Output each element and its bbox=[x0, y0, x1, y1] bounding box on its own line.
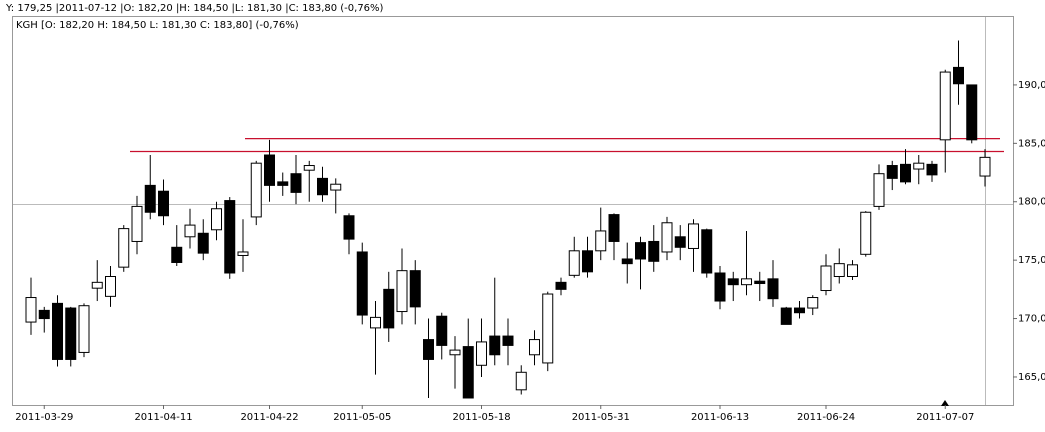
candle-body bbox=[833, 263, 845, 278]
y-tick-label: 190,0 bbox=[1018, 80, 1045, 91]
candle-body bbox=[197, 232, 209, 254]
candle-body bbox=[860, 211, 872, 255]
candle-body bbox=[794, 307, 805, 314]
y-tick-label: 175,0 bbox=[1018, 255, 1045, 266]
candle-body bbox=[886, 165, 898, 179]
candle-body bbox=[476, 341, 487, 366]
candle-body bbox=[701, 229, 713, 274]
candle-body bbox=[224, 200, 236, 274]
candle-body bbox=[237, 251, 249, 256]
candle-body bbox=[542, 293, 554, 364]
candle-body bbox=[953, 66, 964, 85]
candle-body bbox=[462, 346, 474, 399]
info-bar: Y: 179,25 |2011-07-12 |O: 182,20 |H: 184… bbox=[5, 3, 384, 14]
candle-body bbox=[608, 214, 620, 242]
instrument-legend: KGH [O: 182,20 H: 184,50 L: 181,30 C: 18… bbox=[16, 20, 299, 31]
candle-body bbox=[383, 288, 395, 329]
candle-body bbox=[277, 181, 289, 186]
y-tick-label: 185,0 bbox=[1018, 138, 1045, 149]
candle-body bbox=[317, 177, 328, 196]
candle-body bbox=[515, 371, 527, 391]
candle-body bbox=[688, 223, 699, 249]
candle-body bbox=[555, 281, 567, 290]
candle-body bbox=[674, 236, 686, 248]
x-tick-label: 2011-03-29 bbox=[15, 412, 73, 423]
candle-body bbox=[727, 278, 739, 286]
candle-body bbox=[118, 228, 130, 268]
candle-body bbox=[158, 190, 169, 217]
candle-body bbox=[52, 302, 63, 360]
candle-body bbox=[568, 250, 580, 276]
x-tick-label: 2011-04-11 bbox=[134, 412, 192, 423]
candle-body bbox=[966, 84, 978, 141]
candle-body bbox=[767, 278, 779, 300]
candle-body bbox=[250, 162, 262, 218]
candle-body bbox=[65, 307, 77, 360]
y-tick-label: 165,0 bbox=[1018, 372, 1045, 383]
candle-body bbox=[741, 278, 752, 286]
candle-body bbox=[78, 305, 90, 353]
candle-body bbox=[38, 309, 50, 320]
candle-body bbox=[661, 222, 673, 253]
candle-body bbox=[144, 184, 156, 213]
candle-body bbox=[290, 173, 302, 193]
candle-body bbox=[939, 71, 951, 141]
candle-body bbox=[264, 154, 275, 186]
candle-body bbox=[184, 224, 196, 238]
candle-body bbox=[396, 270, 408, 313]
candle-body bbox=[449, 349, 461, 356]
candle-body bbox=[807, 297, 819, 309]
candle-body bbox=[25, 297, 37, 323]
candle-body bbox=[926, 163, 938, 176]
candle-body bbox=[582, 250, 593, 273]
candle-body bbox=[370, 316, 381, 329]
x-tick-label: 2011-07-07 bbox=[916, 412, 974, 423]
candle-body bbox=[754, 280, 766, 285]
x-tick-label: 2011-05-18 bbox=[452, 412, 510, 423]
marker bbox=[941, 400, 949, 406]
candle-body bbox=[873, 173, 885, 207]
candle-body bbox=[820, 265, 832, 292]
candle-body bbox=[436, 315, 448, 346]
plot-frame bbox=[12, 16, 1014, 406]
y-tick-label: 180,0 bbox=[1018, 197, 1045, 208]
candle-body bbox=[635, 242, 646, 260]
candle-body bbox=[595, 230, 607, 252]
candle-body bbox=[621, 258, 633, 265]
candle-body bbox=[979, 156, 991, 177]
candle-body bbox=[211, 208, 222, 231]
candle-body bbox=[900, 163, 911, 183]
candle-body bbox=[171, 246, 183, 263]
candle-body bbox=[303, 165, 315, 171]
x-tick-label: 2011-06-13 bbox=[691, 412, 749, 423]
candle-body bbox=[330, 183, 342, 191]
candle-body bbox=[489, 335, 501, 356]
candle-body bbox=[780, 307, 792, 325]
candle-body bbox=[529, 339, 540, 356]
candle-body bbox=[423, 339, 434, 360]
x-tick-label: 2011-04-22 bbox=[240, 412, 298, 423]
candle-body bbox=[502, 335, 514, 346]
x-tick-label: 2011-05-31 bbox=[572, 412, 630, 423]
candle-body bbox=[105, 276, 116, 297]
candle-body bbox=[343, 215, 355, 240]
y-tick-label: 170,0 bbox=[1018, 314, 1045, 325]
x-tick-label: 2011-05-05 bbox=[333, 412, 391, 423]
candle-body bbox=[714, 272, 726, 302]
candle-body bbox=[648, 240, 660, 262]
x-tick-label: 2011-06-24 bbox=[797, 412, 855, 423]
candle-body bbox=[409, 270, 421, 308]
candle-body bbox=[356, 251, 368, 316]
candle-body bbox=[847, 264, 858, 278]
candle-body bbox=[913, 162, 925, 170]
candle-body bbox=[131, 205, 143, 242]
candle-body bbox=[91, 281, 103, 289]
